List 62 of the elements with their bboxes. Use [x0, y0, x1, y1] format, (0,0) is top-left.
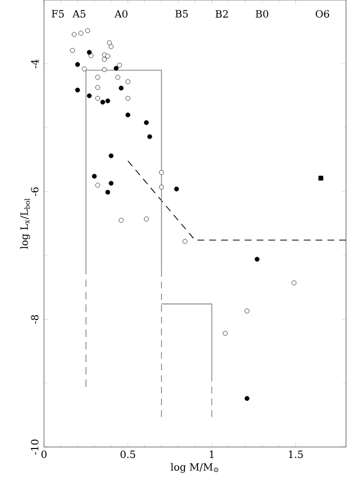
annotation: A5 — [72, 10, 86, 18]
x-tick-label: 1.5 — [288, 450, 303, 458]
x-tick-label: 1 — [210, 450, 214, 458]
point — [254, 256, 260, 262]
point — [95, 182, 100, 188]
point — [108, 180, 114, 186]
point — [318, 176, 324, 181]
point — [108, 153, 114, 158]
point — [144, 216, 149, 222]
point — [159, 184, 164, 190]
x-axis-title: log M/M$_{⊙}$ — [170, 462, 218, 473]
point — [105, 98, 110, 104]
y-tick-label: -10 — [30, 440, 38, 455]
point — [222, 330, 228, 336]
point — [82, 66, 87, 72]
annotation: B2 — [216, 10, 228, 18]
point — [144, 120, 149, 126]
point — [102, 56, 107, 62]
annotation: B5 — [175, 10, 188, 18]
point — [118, 86, 124, 91]
point — [125, 112, 130, 118]
point — [72, 32, 77, 37]
point — [86, 93, 92, 98]
y-tick-label: -8 — [30, 315, 38, 324]
point — [182, 238, 188, 244]
point — [114, 66, 119, 71]
point — [159, 170, 164, 175]
y-tick-label: -6 — [30, 187, 38, 196]
point — [86, 50, 92, 55]
annotation: A0 — [114, 10, 128, 18]
annotation: F5 — [52, 10, 64, 18]
point — [174, 186, 179, 192]
point — [107, 40, 112, 46]
point — [147, 134, 152, 140]
x-tick-label: 0 — [41, 450, 47, 458]
point — [108, 44, 114, 50]
point — [70, 48, 75, 53]
point — [115, 74, 120, 80]
annotation: B0 — [256, 10, 268, 18]
point — [117, 62, 122, 68]
y-tick-label: -4 — [31, 59, 38, 68]
point — [125, 79, 130, 84]
point — [75, 62, 80, 67]
point — [75, 88, 80, 92]
point — [92, 174, 97, 179]
point — [244, 308, 250, 314]
point — [118, 218, 124, 223]
point — [95, 96, 100, 101]
point — [125, 96, 130, 101]
y-axis-title: log L$_{x}$/L$_{bol}$ — [20, 198, 30, 249]
point — [85, 28, 90, 34]
annotation: O6 — [316, 10, 330, 18]
point — [292, 280, 296, 286]
point — [78, 30, 84, 36]
point — [244, 396, 250, 401]
point — [105, 54, 110, 59]
point — [105, 190, 110, 195]
point — [95, 85, 100, 90]
x-tick-label: 0.5 — [120, 450, 136, 458]
point — [100, 100, 106, 105]
point — [95, 74, 100, 80]
point — [102, 67, 107, 72]
